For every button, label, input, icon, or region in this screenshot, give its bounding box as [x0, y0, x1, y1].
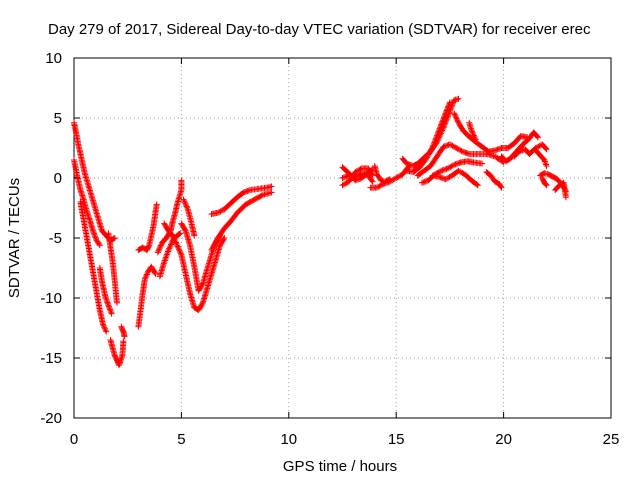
data-point-track — [161, 220, 228, 313]
data-point-track — [539, 175, 550, 189]
data-point-track — [77, 199, 110, 335]
data-point-track — [414, 141, 507, 179]
y-tick-label: 10 — [45, 50, 62, 67]
data-point-track — [429, 167, 481, 189]
data-point-track — [552, 179, 569, 201]
data-point-track — [483, 169, 505, 191]
x-axis-label: GPS time / hours — [283, 458, 397, 475]
data-point-track — [403, 99, 453, 175]
y-axis-label: SDTVAR / TECUs — [6, 178, 23, 298]
chart-title: Day 279 of 2017, Sidereal Day-to-day VTE… — [48, 21, 591, 38]
data-point-track — [399, 95, 462, 169]
data-point-track — [451, 110, 531, 155]
data-points — [71, 95, 569, 369]
data-point-track — [96, 265, 115, 317]
x-tick-label: 5 — [177, 431, 185, 448]
y-tick-label: 5 — [54, 110, 62, 127]
data-point-track — [180, 196, 198, 239]
y-tick-label: -20 — [40, 410, 62, 427]
data-point-track — [339, 165, 376, 189]
y-tick-label: -10 — [40, 290, 62, 307]
x-tick-label: 10 — [280, 431, 297, 448]
data-point-track — [154, 177, 185, 256]
data-point-track — [105, 230, 120, 306]
data-point-track — [107, 337, 127, 369]
data-point-track — [135, 263, 159, 330]
data-point-track — [118, 323, 128, 340]
grid-lines — [74, 58, 611, 418]
y-tick-label: 0 — [54, 170, 62, 187]
data-point-track — [208, 189, 275, 253]
data-point-track — [135, 201, 160, 253]
data-point-track — [71, 157, 103, 249]
data-point-track — [466, 119, 479, 143]
tick-labels: 0 5 10 15 20 25 10 5 0 -5 -10 -15 -20 — [40, 50, 619, 448]
x-tick-label: 25 — [603, 431, 620, 448]
data-point-track — [367, 163, 413, 191]
data-point-track — [208, 183, 275, 217]
x-tick-label: 20 — [495, 431, 512, 448]
x-tick-label: 15 — [388, 431, 405, 448]
y-tick-label: -15 — [40, 350, 62, 367]
data-point-track — [532, 147, 550, 169]
axis-ticks — [73, 57, 612, 419]
y-tick-label: -5 — [49, 230, 62, 247]
x-tick-label: 0 — [70, 431, 78, 448]
